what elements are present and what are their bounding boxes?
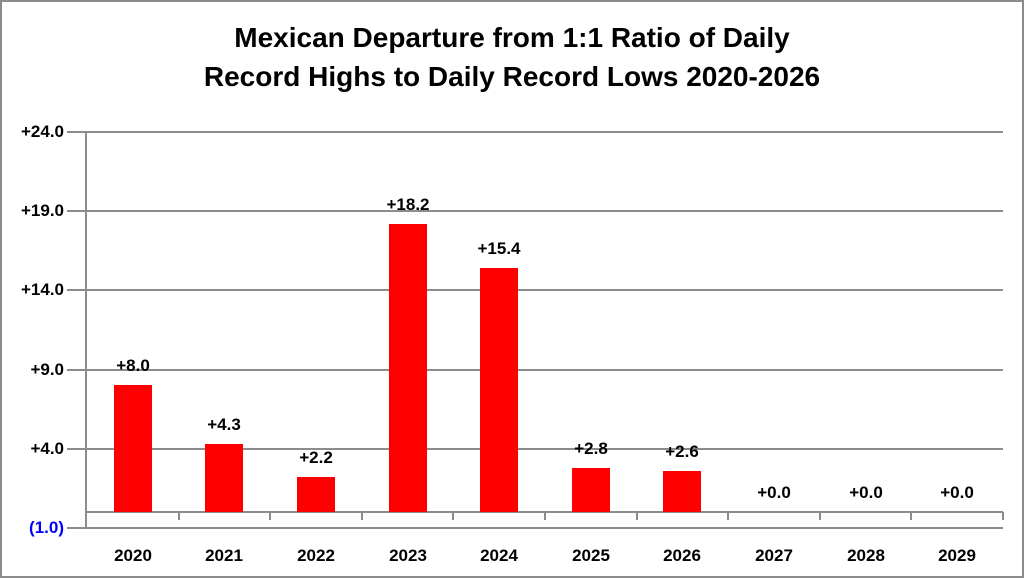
y-gridline-9 [67,369,1003,371]
category-tick-4 [452,512,454,520]
category-tick-1 [178,512,180,520]
chart-title: Mexican Departure from 1:1 Ratio of Dail… [2,18,1022,96]
bar-label-2028: +0.0 [849,483,883,502]
x-category-label-2026: 2026 [663,546,701,565]
category-tick-2 [269,512,271,520]
y-tick-label-1: +19.0 [20,201,64,220]
x-category-label-2022: 2022 [297,546,335,565]
x-category-label-2023: 2023 [389,546,427,565]
bar-2020 [114,385,152,512]
bar-2025 [572,468,610,512]
x-category-label-2024: 2024 [480,546,518,565]
x-category-label-2025: 2025 [572,546,610,565]
bar-label-2027: +0.0 [757,483,791,502]
bar-label-2021: +4.3 [207,415,241,434]
y-tick-label-3: +9.0 [30,360,64,379]
chart-title-line-2: Record Highs to Daily Record Lows 2020-2… [203,61,821,92]
bar-label-2020: +8.0 [116,356,150,375]
bar-2023 [389,224,427,512]
category-tick-5 [544,512,546,520]
y-gridline-19 [67,210,1003,212]
y-tick-label-5: (1.0) [29,518,64,537]
y-tick-label-2: +14.0 [20,280,64,299]
x-category-label-2027: 2027 [755,546,793,565]
category-tick-10 [1002,512,1004,520]
category-tick-3 [361,512,363,520]
y-gridline-24 [67,131,1003,133]
y-tick-label-0: +24.0 [20,122,64,141]
y-tick-label-4: +4.0 [30,439,64,458]
category-tick-8 [819,512,821,520]
bar-2022 [297,477,335,512]
bar-label-2025: +2.8 [574,439,608,458]
y-gridline-14 [67,289,1003,291]
bar-label-2029: +0.0 [940,483,974,502]
y-gridline--1 [67,527,1003,529]
bar-label-2022: +2.2 [299,448,333,467]
category-tick-9 [910,512,912,520]
bar-label-2026: +2.6 [665,442,699,461]
bar-2024 [480,268,518,512]
x-category-label-2029: 2029 [938,546,976,565]
x-category-label-2020: 2020 [114,546,152,565]
x-category-label-2028: 2028 [847,546,885,565]
category-tick-7 [727,512,729,520]
category-tick-6 [636,512,638,520]
x-category-label-2021: 2021 [205,546,243,565]
y-gridline-4 [67,448,1003,450]
bar-label-2023: +18.2 [386,195,430,214]
bar-label-2024: +15.4 [477,239,521,258]
chart-title-line-1: Mexican Departure from 1:1 Ratio of Dail… [234,22,790,53]
y-axis-line [85,131,87,529]
bar-2021 [205,444,243,512]
bar-2026 [663,471,701,512]
